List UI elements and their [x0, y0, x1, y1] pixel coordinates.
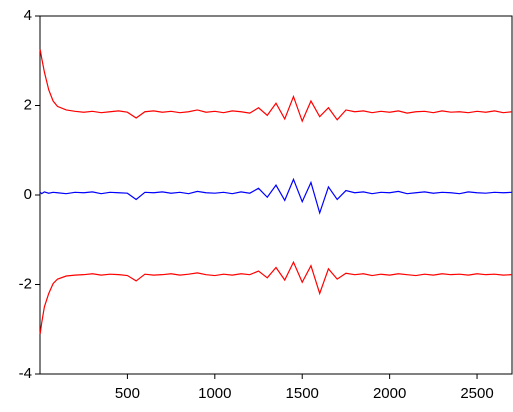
y-tick-label: 4: [24, 7, 32, 24]
y-tick-label: 2: [24, 96, 32, 113]
x-tick-label: 1500: [286, 385, 319, 402]
x-tick-label: 1000: [198, 385, 231, 402]
x-tick-label: 2500: [460, 385, 493, 402]
y-tick-label: -4: [19, 365, 32, 382]
series-line: [39, 260, 513, 334]
x-tick-label: 2000: [373, 385, 406, 402]
y-tick-label: -2: [19, 275, 32, 292]
x-tick-label: 500: [115, 385, 140, 402]
plot-frame: [39, 15, 513, 375]
series-line: [39, 49, 513, 123]
y-tick-label: 0: [24, 186, 32, 203]
series-line: [39, 177, 513, 215]
